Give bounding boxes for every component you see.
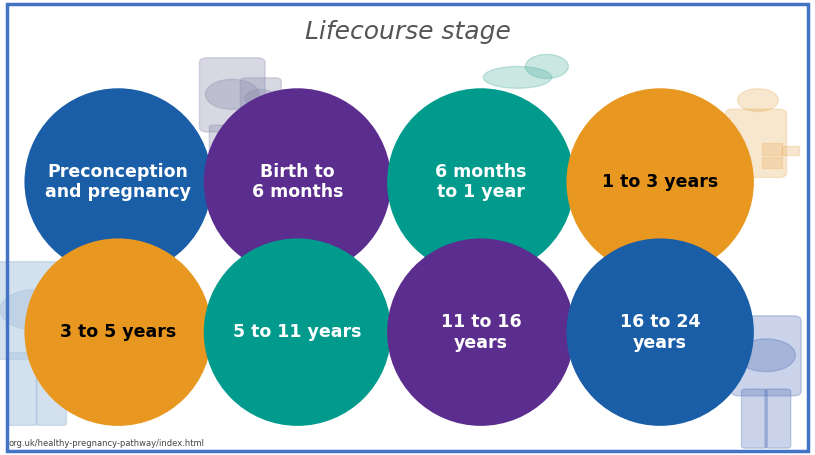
- FancyBboxPatch shape: [731, 316, 801, 396]
- Text: Birth to
6 months: Birth to 6 months: [252, 162, 343, 202]
- Ellipse shape: [387, 88, 575, 276]
- Circle shape: [33, 303, 46, 311]
- Circle shape: [737, 339, 795, 372]
- Text: 1 to 3 years: 1 to 3 years: [602, 173, 718, 191]
- Text: 16 to 24
years: 16 to 24 years: [620, 313, 700, 352]
- Text: 5 to 11 years: 5 to 11 years: [233, 323, 362, 341]
- FancyBboxPatch shape: [765, 389, 791, 448]
- FancyBboxPatch shape: [200, 58, 265, 132]
- Text: Preconception
and pregnancy: Preconception and pregnancy: [45, 162, 192, 202]
- Bar: [762, 143, 782, 155]
- Ellipse shape: [24, 88, 212, 276]
- FancyBboxPatch shape: [231, 125, 255, 180]
- Circle shape: [404, 338, 443, 360]
- FancyBboxPatch shape: [209, 125, 234, 180]
- Ellipse shape: [24, 238, 212, 426]
- FancyBboxPatch shape: [37, 353, 67, 425]
- Text: Lifecourse stage: Lifecourse stage: [305, 20, 510, 44]
- Ellipse shape: [28, 301, 59, 327]
- Ellipse shape: [387, 238, 575, 426]
- Text: 6 months
to 1 year: 6 months to 1 year: [435, 162, 526, 202]
- Circle shape: [244, 90, 277, 107]
- Circle shape: [205, 79, 259, 109]
- Ellipse shape: [566, 238, 754, 426]
- Ellipse shape: [204, 238, 391, 426]
- Bar: [782, 146, 799, 155]
- Circle shape: [41, 303, 54, 311]
- Circle shape: [0, 289, 73, 330]
- Ellipse shape: [483, 66, 552, 88]
- FancyBboxPatch shape: [240, 78, 281, 122]
- Text: 3 to 5 years: 3 to 5 years: [60, 323, 176, 341]
- FancyBboxPatch shape: [7, 353, 37, 425]
- FancyBboxPatch shape: [742, 389, 767, 448]
- Circle shape: [738, 89, 778, 111]
- Ellipse shape: [566, 88, 754, 276]
- Text: 11 to 16
years: 11 to 16 years: [441, 313, 521, 352]
- Bar: [762, 157, 782, 168]
- FancyBboxPatch shape: [0, 262, 78, 359]
- FancyBboxPatch shape: [400, 324, 447, 377]
- Ellipse shape: [204, 88, 391, 276]
- Text: org.uk/healthy-pregnancy-pathway/index.html: org.uk/healthy-pregnancy-pathway/index.h…: [8, 439, 204, 448]
- Circle shape: [526, 55, 568, 78]
- FancyBboxPatch shape: [725, 109, 786, 177]
